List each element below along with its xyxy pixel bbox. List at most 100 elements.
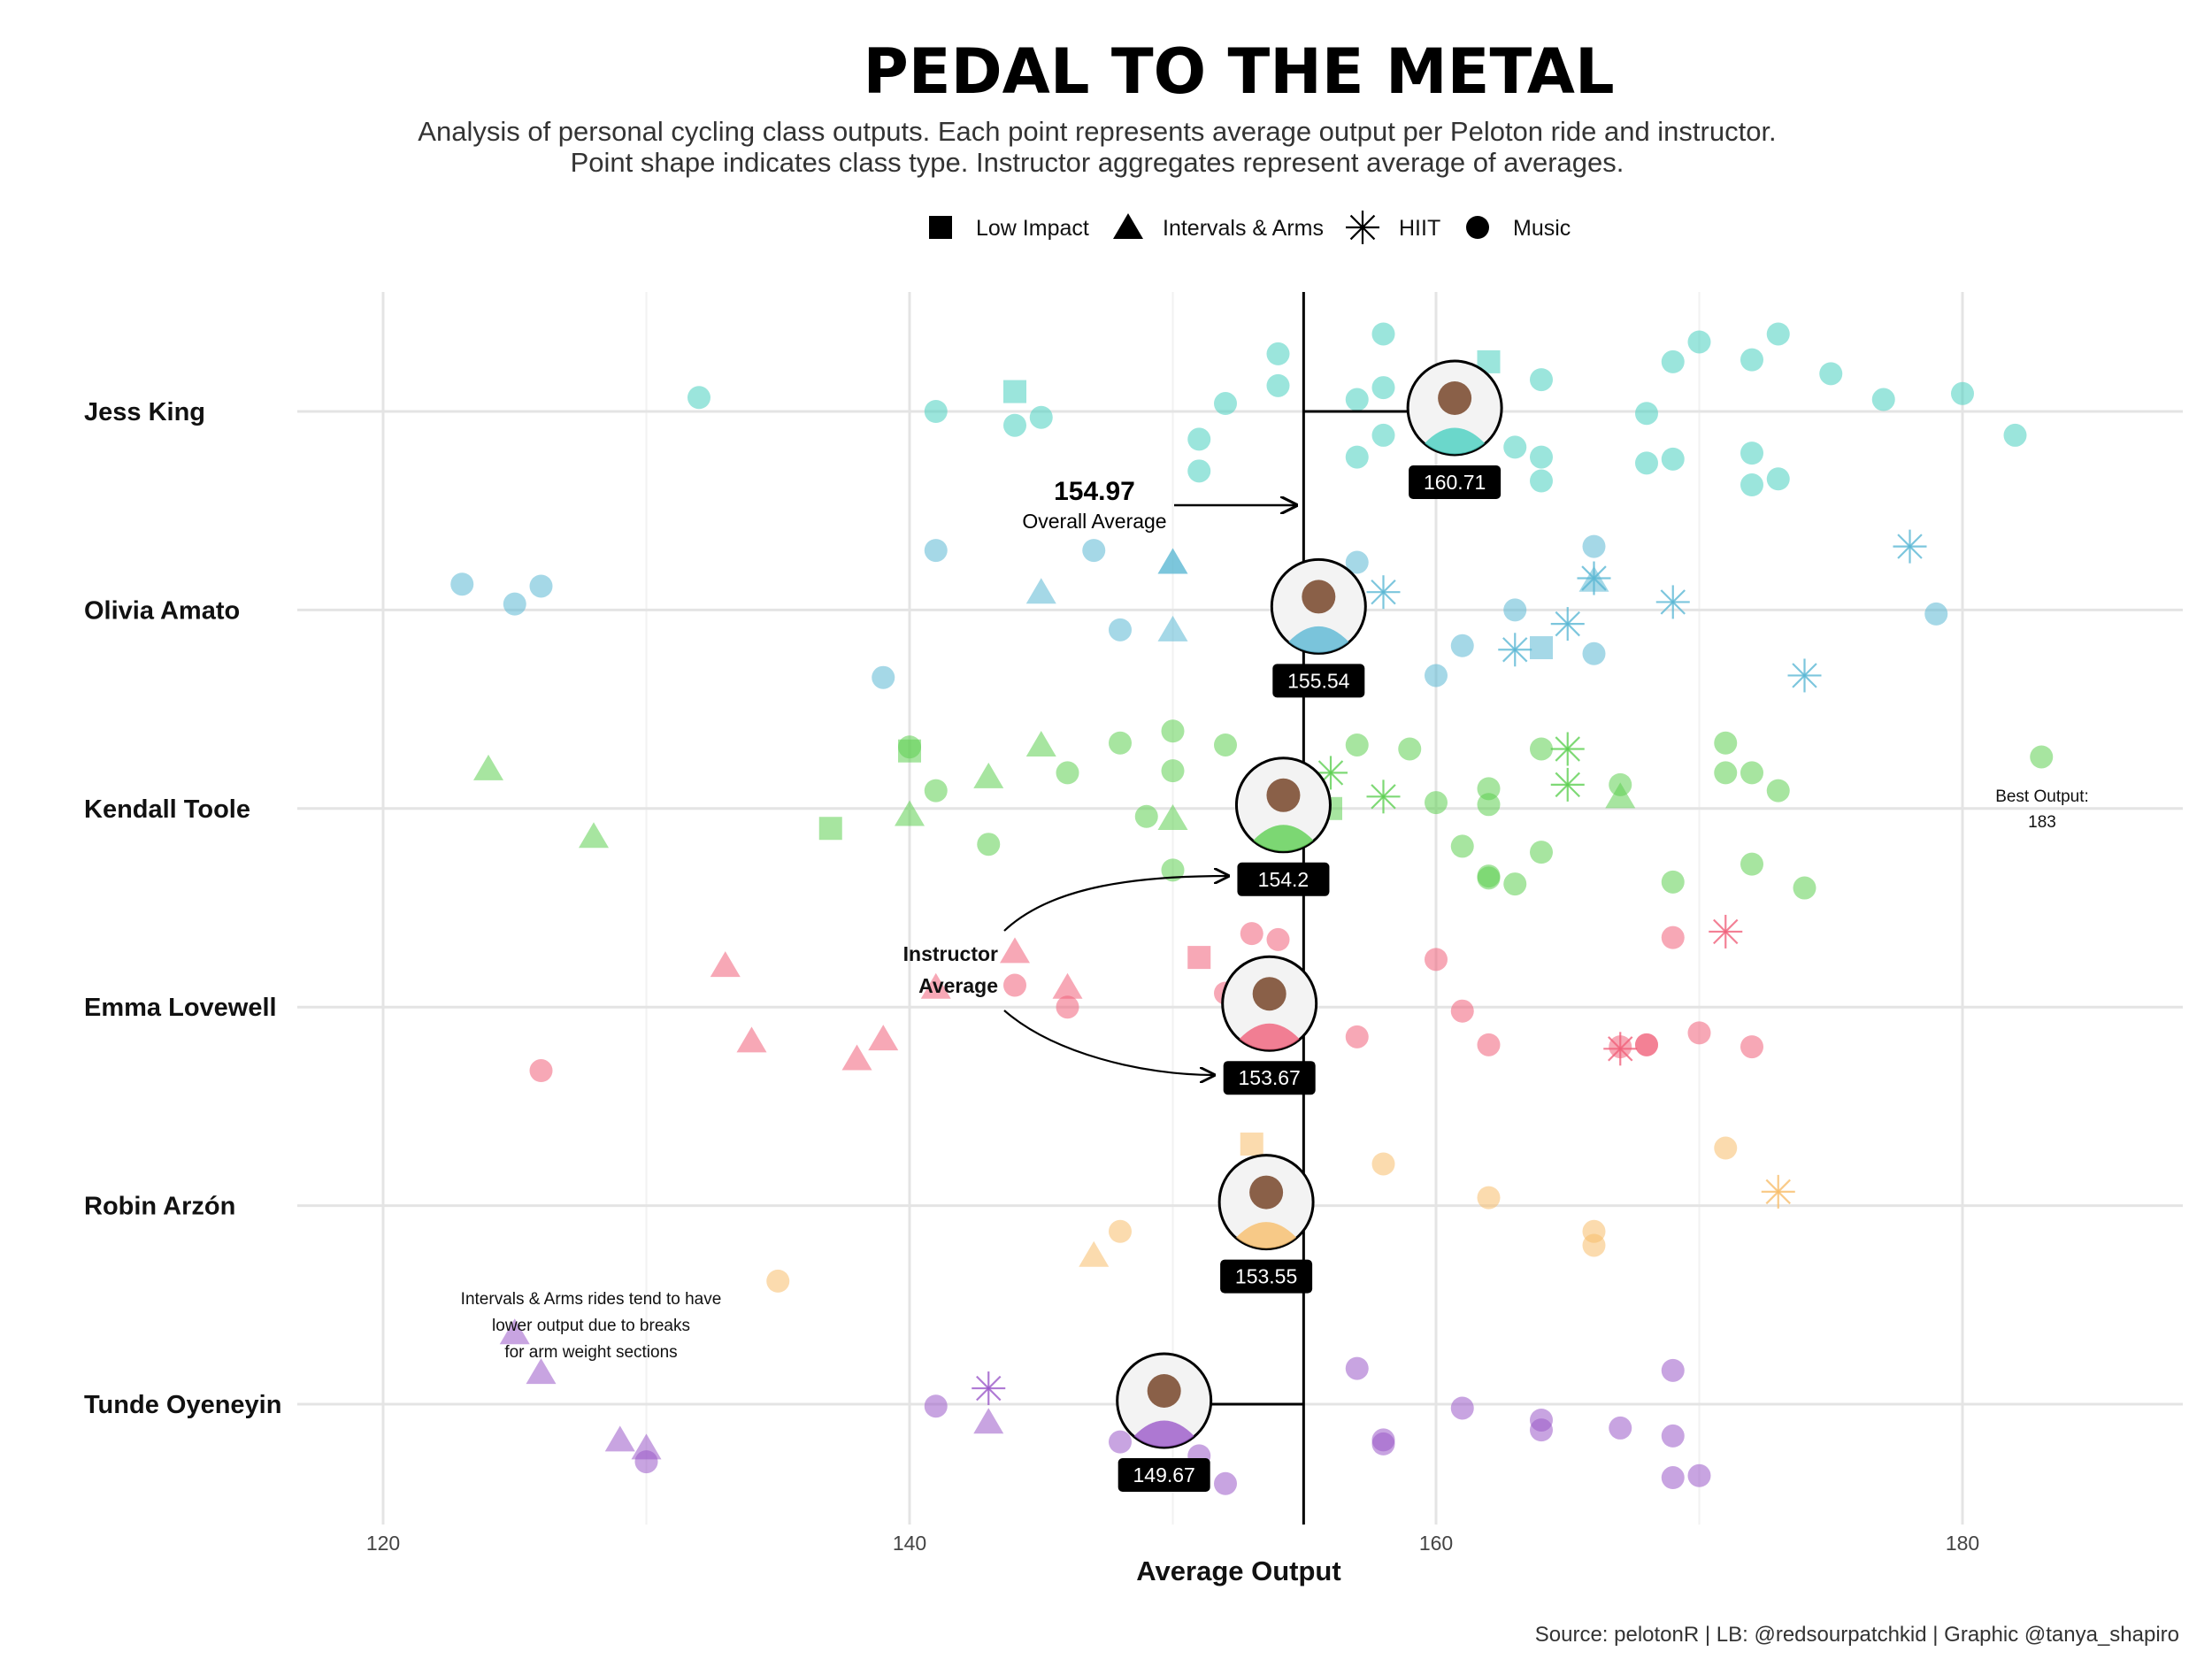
point-circle bbox=[1214, 1471, 1237, 1495]
point-circle bbox=[1425, 948, 1448, 972]
avatar-head bbox=[1252, 977, 1286, 1011]
point-triangle bbox=[604, 1425, 635, 1452]
x-axis-ticks: 120 140 160 180 bbox=[366, 1532, 1979, 1555]
instructor-average-arrow bbox=[1003, 1010, 1214, 1075]
row-label: Jess King bbox=[84, 398, 205, 426]
point-circle bbox=[1345, 1025, 1369, 1048]
point-circle bbox=[529, 1059, 553, 1083]
instructor-average-value: 154.2 bbox=[1258, 868, 1310, 891]
row-label: Robin Arzón bbox=[84, 1193, 235, 1221]
point-circle bbox=[1240, 922, 1263, 946]
point-circle bbox=[1425, 664, 1448, 687]
instructor-average-badge bbox=[1223, 1061, 1316, 1095]
point-circle bbox=[924, 539, 948, 563]
point-square bbox=[1240, 1133, 1263, 1156]
point-circle bbox=[2003, 423, 2027, 447]
instructor-badge: 153.55 bbox=[1217, 1154, 1315, 1294]
point-triangle bbox=[841, 1044, 872, 1071]
best-output-value: 183 bbox=[2028, 813, 2056, 832]
point-circle bbox=[634, 1450, 658, 1474]
point-circle bbox=[1740, 348, 1763, 372]
point-circle bbox=[529, 574, 553, 598]
avatar-shoulders bbox=[1253, 825, 1314, 852]
point-asterisk bbox=[1893, 529, 1927, 564]
point-circle bbox=[1766, 779, 1790, 803]
point-circle bbox=[1450, 834, 1474, 858]
overall-average-value: 154.97 bbox=[1054, 477, 1135, 506]
point-circle bbox=[1371, 322, 1395, 346]
point-asterisk bbox=[1366, 575, 1401, 610]
point-triangle bbox=[499, 1318, 530, 1345]
point-circle bbox=[872, 665, 895, 689]
point-circle bbox=[1635, 1033, 1658, 1056]
point-circle bbox=[1530, 841, 1553, 864]
chart-subtitle-line-2: Point shape indicates class type. Instru… bbox=[571, 147, 1624, 178]
point-triangle bbox=[579, 822, 609, 849]
point-circle bbox=[1740, 852, 1763, 876]
point-triangle bbox=[736, 1026, 767, 1053]
point-circle bbox=[1371, 423, 1395, 447]
point-circle bbox=[1214, 733, 1237, 757]
legend-label-triangle: Intervals & Arms bbox=[1163, 216, 1324, 241]
point-triangle bbox=[473, 754, 503, 780]
point-circle bbox=[1740, 1035, 1763, 1059]
row-labels: Jess King Olivia Amato Kendall Toole Emma L… bbox=[84, 398, 281, 1419]
legend-square-icon bbox=[929, 216, 952, 239]
point-circle bbox=[924, 779, 948, 803]
point-square bbox=[1003, 380, 1026, 403]
point-asterisk bbox=[1787, 658, 1822, 693]
row-label: Emma Lovewell bbox=[84, 994, 277, 1022]
point-circle bbox=[766, 1269, 790, 1293]
avatar-head bbox=[1302, 580, 1336, 614]
point-circle bbox=[1450, 1396, 1474, 1420]
avatar-shoulders bbox=[1236, 1222, 1297, 1248]
point-circle bbox=[1398, 737, 1422, 761]
point-circle bbox=[1477, 866, 1501, 890]
point-circle bbox=[1345, 388, 1369, 411]
point-circle bbox=[1134, 804, 1158, 828]
point-circle bbox=[1056, 761, 1079, 785]
point-circle bbox=[1345, 733, 1369, 757]
point-asterisk bbox=[1498, 633, 1532, 667]
point-circle bbox=[1266, 342, 1290, 365]
instructor-average-arrow bbox=[1003, 876, 1228, 932]
point-circle bbox=[1056, 995, 1079, 1019]
point-circle bbox=[1530, 469, 1553, 493]
point-asterisk bbox=[1761, 1174, 1795, 1209]
point-circle bbox=[1266, 373, 1290, 397]
point-triangle bbox=[1578, 565, 1609, 592]
point-circle bbox=[1266, 927, 1290, 951]
x-tick-label: 160 bbox=[1419, 1532, 1453, 1555]
avatar-shoulders bbox=[1288, 626, 1349, 653]
point-square bbox=[818, 817, 842, 841]
point-circle bbox=[1371, 376, 1395, 400]
point-triangle bbox=[973, 1408, 1004, 1434]
point-circle bbox=[1687, 330, 1711, 354]
point-asterisk bbox=[1550, 732, 1585, 766]
instructor-badge: 155.54 bbox=[1270, 557, 1367, 698]
x-tick-label: 120 bbox=[366, 1532, 400, 1555]
point-circle bbox=[1661, 349, 1685, 373]
instructor-average-note: Average bbox=[918, 974, 998, 997]
instructor-average-badge bbox=[1220, 1259, 1313, 1294]
row-label: Tunde Oyeneyin bbox=[84, 1391, 281, 1419]
point-circle bbox=[1740, 473, 1763, 497]
row-label: Kendall Toole bbox=[84, 795, 250, 824]
point-circle bbox=[687, 386, 710, 410]
avatar-shoulders bbox=[1133, 1420, 1194, 1448]
point-circle bbox=[1109, 618, 1132, 641]
point-circle bbox=[1766, 322, 1790, 346]
point-circle bbox=[1661, 447, 1685, 471]
instructor-average-badge bbox=[1237, 862, 1330, 896]
point-circle bbox=[1082, 539, 1106, 563]
point-triangle bbox=[1025, 730, 1056, 757]
point-circle bbox=[1503, 872, 1527, 896]
point-triangle bbox=[1157, 548, 1188, 574]
point-circle bbox=[1530, 1418, 1553, 1442]
point-circle bbox=[1819, 362, 1843, 386]
point-circle bbox=[1871, 388, 1895, 411]
point-circle bbox=[1503, 598, 1527, 622]
point-circle bbox=[1450, 999, 1474, 1023]
point-circle bbox=[1109, 1430, 1132, 1454]
point-asterisk bbox=[972, 1371, 1006, 1406]
